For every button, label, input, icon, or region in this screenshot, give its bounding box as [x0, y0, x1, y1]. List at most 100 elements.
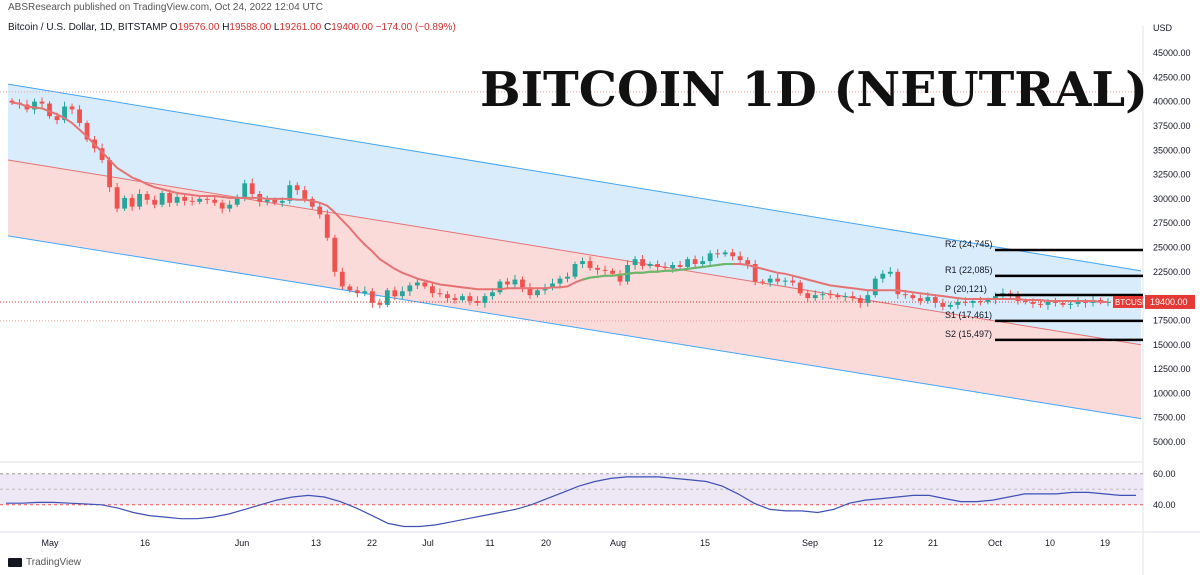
candle-body — [512, 279, 518, 285]
moving-average-line — [11, 101, 1108, 303]
candle-body — [227, 204, 233, 209]
rsi-tick-label: 40.00 — [1153, 500, 1176, 510]
candle-body — [767, 278, 773, 283]
y-tick-label: 7500.00 — [1153, 413, 1186, 423]
candle-body — [475, 300, 480, 303]
low-label: L — [273, 22, 280, 33]
x-tick-label: 16 — [140, 538, 150, 548]
candle-body — [77, 109, 82, 124]
candle-body — [129, 197, 135, 207]
candle-body — [137, 194, 143, 207]
candle-body — [309, 198, 315, 207]
candle-body — [580, 261, 585, 265]
x-tick-label: May — [41, 538, 59, 548]
candle-body — [287, 185, 293, 201]
channel-lower-line — [7, 235, 1142, 420]
y-tick-label: 42500.00 — [1153, 72, 1191, 82]
x-tick-label: 22 — [367, 538, 377, 548]
x-tick-label: 15 — [700, 538, 710, 548]
candle-body — [39, 101, 45, 104]
pivot-label: P (20,121) — [945, 284, 987, 294]
candle-body — [302, 190, 308, 199]
candle-body — [482, 296, 488, 303]
tradingview-brand: TradingView — [26, 557, 82, 568]
candle-body — [977, 300, 983, 302]
candle-body — [107, 159, 112, 188]
y-tick-label: 12500.00 — [1153, 364, 1191, 374]
candle-body — [9, 100, 15, 103]
candle-body — [775, 278, 781, 282]
chart-title: BITCOIN 1D (NEUTRAL) — [480, 62, 1148, 118]
candle-body — [354, 290, 360, 294]
high-label: H — [222, 22, 230, 33]
x-tick-label: 19 — [1100, 538, 1110, 548]
pivot-label: S2 (15,497) — [945, 329, 992, 339]
y-tick-label: 15000.00 — [1153, 340, 1191, 350]
candle-body — [144, 194, 150, 200]
candle-body — [294, 185, 300, 191]
candle-body — [234, 196, 240, 205]
channel-upper-fill — [8, 84, 1141, 345]
candle-body — [565, 276, 570, 279]
candle-body — [730, 252, 736, 257]
candle-body — [782, 280, 788, 282]
candle-body — [895, 271, 901, 295]
open-value: 19576.00 — [177, 22, 220, 33]
y-tick-label: 17500.00 — [1153, 315, 1191, 325]
change-value: −174.00 (−0.89%) — [375, 22, 456, 33]
candle-body — [497, 281, 503, 293]
x-tick-label: 13 — [311, 538, 321, 548]
candle-body — [647, 264, 653, 266]
y-tick-label: 10000.00 — [1153, 388, 1191, 398]
currency-label: USD — [1153, 23, 1173, 33]
candle-body — [264, 199, 270, 202]
candle-body — [272, 199, 278, 203]
rsi-tick-label: 60.00 — [1153, 469, 1176, 479]
candle-body — [197, 198, 203, 202]
candle-body — [384, 290, 390, 305]
candle-body — [790, 280, 796, 283]
y-tick-label: 45000.00 — [1153, 48, 1191, 58]
candle-body — [62, 106, 67, 121]
candle-body — [820, 294, 826, 296]
candle-body — [347, 286, 353, 291]
candle-body — [902, 294, 908, 296]
close-value: 19400.00 — [331, 22, 373, 33]
candle-body — [617, 273, 623, 282]
candle-body — [114, 187, 120, 209]
candle-body — [99, 148, 105, 160]
candle-body — [324, 214, 330, 238]
pivot-label: S1 (17,461) — [945, 310, 992, 320]
x-tick-label: 11 — [485, 538, 494, 548]
candle-body — [550, 283, 555, 288]
candles-group — [9, 97, 1111, 311]
candle-body — [962, 301, 968, 303]
candle-body — [204, 198, 210, 200]
candle-body — [1053, 301, 1058, 303]
candle-body — [602, 269, 608, 271]
candle-body — [572, 264, 578, 277]
candle-body — [490, 292, 495, 297]
candle-body — [827, 294, 833, 296]
candle-body — [467, 296, 473, 301]
candle-body — [1068, 303, 1073, 305]
candle-body — [752, 264, 758, 282]
candle-body — [520, 279, 525, 288]
x-tick-label: Jun — [235, 538, 250, 548]
y-tick-label: 22500.00 — [1153, 267, 1191, 277]
candle-body — [700, 261, 706, 265]
published-header: ABSResearch published on TradingView.com… — [8, 2, 323, 13]
candle-body — [69, 106, 75, 110]
candle-body — [505, 281, 510, 285]
candle-body — [219, 202, 225, 209]
symbol-name[interactable]: Bitcoin / U.S. Dollar, 1D, BITSTAMP — [8, 22, 168, 33]
y-tick-label: 35000.00 — [1153, 145, 1191, 155]
candle-body — [317, 206, 323, 215]
candle-body — [842, 296, 848, 298]
candle-body — [84, 123, 90, 140]
candle-body — [1045, 301, 1051, 305]
candle-body — [249, 183, 255, 195]
candle-body — [610, 270, 615, 274]
high-value: 19588.00 — [229, 22, 272, 33]
